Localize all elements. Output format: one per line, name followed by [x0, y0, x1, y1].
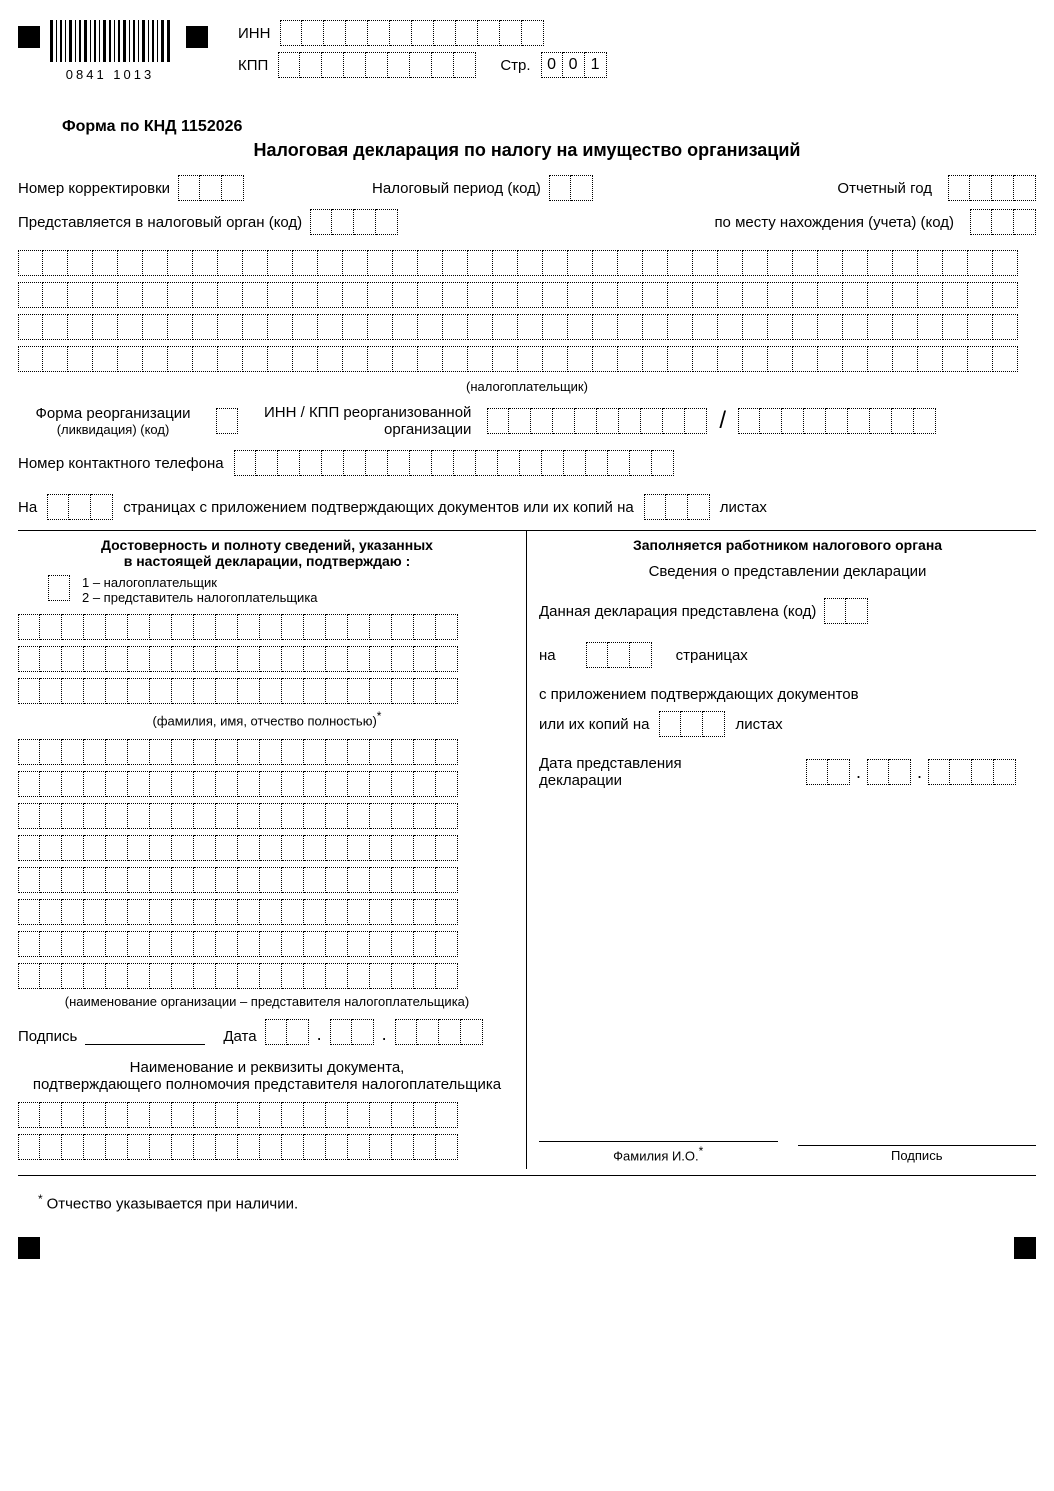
page-cells: 001	[541, 52, 607, 78]
phone-label: Номер контактного телефона	[18, 455, 224, 472]
inn-kpp-block: ИНН КПП Стр. 001	[238, 20, 607, 78]
year-cells[interactable]	[948, 175, 1036, 201]
marker-bottom-right	[1014, 1237, 1036, 1259]
barcode-icon	[50, 20, 170, 62]
reorg-form-label: Форма реорганизации (ликвидация) (код)	[18, 405, 208, 437]
right-title: Заполняется работником налогового органа	[539, 537, 1036, 553]
period-label: Налоговый период (код)	[372, 180, 541, 197]
reorg-innkpp-label: ИНН / КПП реорганизованной организации	[264, 404, 471, 438]
r-sign-label: Подпись	[798, 1148, 1037, 1163]
confirm-type-cell[interactable]	[48, 575, 70, 601]
presented-cells[interactable]	[824, 598, 868, 624]
r-date-y[interactable]	[928, 759, 1016, 785]
date-y[interactable]	[395, 1019, 483, 1045]
on-suffix: страницах	[676, 647, 748, 664]
row-phone: Номер контактного телефона	[18, 450, 1036, 476]
doc-lines	[18, 1099, 516, 1163]
r-sign-line[interactable]	[798, 1130, 1037, 1146]
attach2-prefix: или их копий на	[539, 716, 649, 733]
row-taxorg: Представляется в налоговый орган (код) п…	[18, 209, 1036, 235]
pages-mid: страницах с приложением подтверждающих д…	[123, 499, 634, 516]
taxorg-cells[interactable]	[310, 209, 398, 235]
attach1: с приложением подтверждающих документов	[539, 686, 1036, 703]
pages-prefix: На	[18, 499, 37, 516]
barcode-block: 0841 1013	[50, 20, 170, 82]
header-row: 0841 1013 ИНН КПП Стр. 001	[18, 20, 1036, 82]
left-column: Достоверность и полноту сведений, указан…	[18, 531, 527, 1169]
reorg-kpp-cells[interactable]	[738, 408, 936, 434]
correction-label: Номер корректировки	[18, 180, 170, 197]
taxorg-label: Представляется в налоговый орган (код)	[18, 214, 302, 231]
row-pages: На страницах с приложением подтверждающи…	[18, 494, 1036, 520]
attach-cells[interactable]	[659, 711, 725, 737]
date-label: Дата	[223, 1028, 256, 1045]
reorg-form-cells[interactable]	[216, 408, 238, 434]
form-title: Налоговая декларация по налогу на имущес…	[18, 140, 1036, 161]
correction-cells[interactable]	[178, 175, 244, 201]
r-fio-label: Фамилия И.О.*	[539, 1144, 778, 1163]
period-cells[interactable]	[549, 175, 593, 201]
presented-label: Данная декларация представлена (код)	[539, 603, 816, 620]
left-title2: в настоящей декларации, подтверждаю :	[18, 553, 516, 569]
footnote: * Отчество указывается при наличии.	[38, 1192, 1036, 1213]
reorg-inn-cells[interactable]	[487, 408, 707, 434]
page-label: Стр.	[500, 57, 530, 74]
r-fio-line[interactable]	[539, 1126, 778, 1142]
r-date-m[interactable]	[867, 759, 911, 785]
right-subtitle: Сведения о представлении декларации	[539, 563, 1036, 580]
two-columns: Достоверность и полноту сведений, указан…	[18, 531, 1036, 1169]
doc-title2: подтверждающего полномочия представителя…	[18, 1076, 516, 1093]
pres-date-label: Дата представления декларации	[539, 755, 682, 789]
taxpayer-caption: (налогоплательщик)	[18, 379, 1036, 394]
sign-label: Подпись	[18, 1028, 77, 1045]
inn-label: ИНН	[238, 25, 270, 42]
r-date-d[interactable]	[806, 759, 850, 785]
form-code: Форма по КНД 1152026	[62, 118, 1036, 136]
barcode-text: 0841 1013	[50, 67, 170, 82]
right-column: Заполняется работником налогового органа…	[527, 531, 1036, 1169]
kpp-cells[interactable]	[278, 52, 476, 78]
location-cells[interactable]	[970, 209, 1036, 235]
on-cells[interactable]	[586, 642, 652, 668]
taxpayer-block	[18, 247, 1036, 375]
kpp-label: КПП	[238, 57, 268, 74]
marker-bottom-left	[18, 1237, 40, 1259]
reorg-slash: /	[715, 407, 730, 435]
doc-title1: Наименование и реквизиты документа,	[18, 1059, 516, 1076]
pages-suffix: листах	[720, 499, 767, 516]
row-reorg: Форма реорганизации (ликвидация) (код) И…	[18, 404, 1036, 438]
left-title1: Достоверность и полноту сведений, указан…	[18, 537, 516, 553]
marker-top-left	[18, 26, 40, 48]
inn-cells[interactable]	[280, 20, 544, 46]
location-label: по месту нахождения (учета) (код)	[714, 214, 954, 231]
confirm-options: 1 – налогоплательщик 2 – представитель н…	[82, 575, 318, 605]
pages-cells-2[interactable]	[644, 494, 710, 520]
pages-cells-1[interactable]	[47, 494, 113, 520]
phone-cells[interactable]	[234, 450, 674, 476]
org-lines	[18, 736, 516, 992]
sign-line[interactable]	[85, 1029, 205, 1045]
date-m[interactable]	[330, 1019, 374, 1045]
year-label: Отчетный год	[837, 180, 932, 197]
tax-form-page: 0841 1013 ИНН КПП Стр. 001 Форма по КНД …	[0, 0, 1054, 1269]
row-correction: Номер корректировки Налоговый период (ко…	[18, 175, 1036, 201]
attach2-suffix: листах	[735, 716, 782, 733]
marker-top-2	[186, 26, 208, 48]
date-d[interactable]	[265, 1019, 309, 1045]
org-caption: (наименование организации – представител…	[18, 994, 516, 1009]
on-label: на	[539, 647, 556, 664]
fio-lines	[18, 611, 516, 707]
fio-caption: (фамилия, имя, отчество полностью)*	[18, 709, 516, 728]
sign-date-row: Подпись Дата . .	[18, 1019, 516, 1045]
